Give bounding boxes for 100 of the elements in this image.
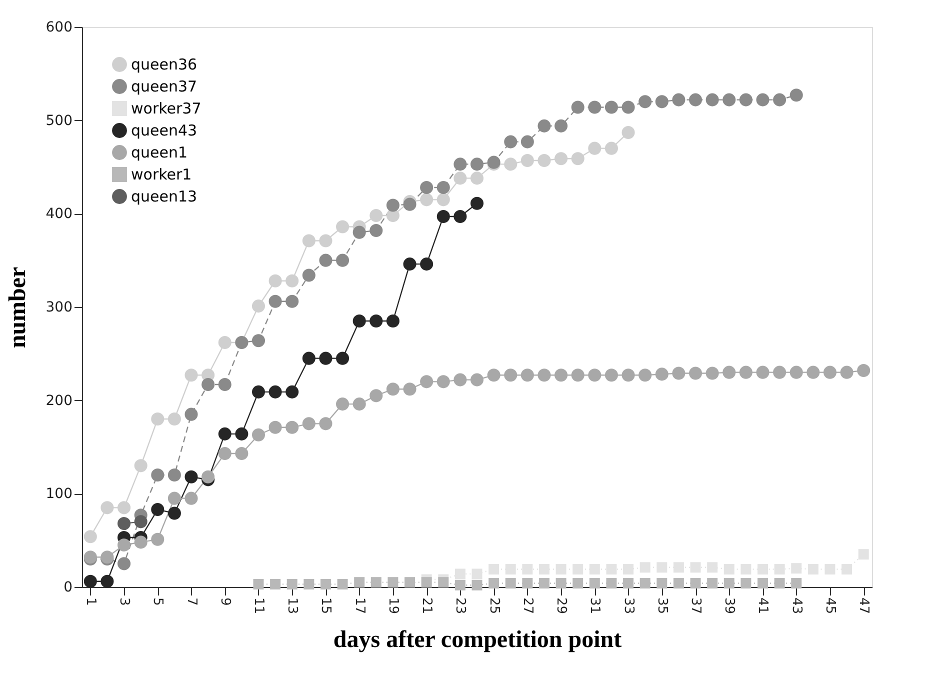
- point: [706, 93, 719, 106]
- point: [404, 577, 416, 588]
- point: [235, 427, 248, 440]
- x-tick-label: 45: [822, 598, 838, 614]
- point: [606, 578, 617, 589]
- legend-label: queen43: [131, 122, 198, 140]
- point: [688, 93, 702, 106]
- point: [672, 366, 686, 380]
- point: [758, 564, 768, 575]
- y-tick-label: 100: [46, 486, 72, 502]
- point: [403, 382, 416, 396]
- y-axis-title: number: [4, 266, 31, 348]
- point: [656, 578, 668, 589]
- point: [673, 578, 684, 589]
- point: [706, 366, 719, 380]
- point: [337, 578, 348, 590]
- point: [572, 578, 584, 589]
- x-tick-label: 25: [486, 598, 502, 614]
- point: [858, 549, 869, 560]
- point: [386, 198, 400, 212]
- point: [522, 578, 533, 589]
- point: [218, 336, 232, 349]
- point: [538, 564, 550, 575]
- point: [151, 532, 164, 546]
- point: [806, 366, 820, 379]
- point: [302, 352, 316, 365]
- point: [118, 538, 131, 552]
- point: [740, 564, 752, 575]
- x-tick-label: 47: [856, 598, 872, 614]
- point: [758, 578, 768, 589]
- point: [571, 368, 584, 382]
- point: [168, 468, 181, 482]
- point: [268, 420, 282, 434]
- point: [622, 368, 635, 382]
- point: [722, 366, 736, 379]
- x-tick-label: 9: [217, 598, 232, 606]
- point: [454, 373, 467, 386]
- point: [688, 366, 702, 380]
- point: [202, 378, 215, 391]
- point: [520, 154, 534, 167]
- point: [522, 564, 533, 575]
- x-tick-label: 21: [419, 598, 434, 614]
- point: [268, 385, 282, 398]
- point: [554, 119, 568, 132]
- point: [504, 135, 518, 148]
- point: [774, 564, 785, 575]
- point: [403, 258, 416, 271]
- point: [268, 274, 282, 288]
- point: [640, 562, 650, 573]
- point: [420, 181, 434, 194]
- point: [823, 366, 836, 379]
- point: [388, 577, 398, 588]
- point: [589, 578, 600, 589]
- point: [640, 578, 650, 589]
- point: [370, 314, 383, 328]
- point: [756, 366, 770, 379]
- point: [202, 470, 215, 484]
- point: [773, 93, 786, 106]
- point: [791, 578, 802, 589]
- point: [739, 93, 752, 106]
- point: [286, 274, 299, 288]
- y-tick-label: 300: [46, 300, 72, 316]
- point: [168, 506, 181, 520]
- point: [790, 88, 803, 102]
- x-tick-label: 15: [318, 598, 334, 614]
- x-tick-label: 5: [150, 598, 166, 606]
- point: [454, 580, 466, 590]
- point: [436, 210, 450, 223]
- point: [606, 564, 617, 575]
- point: [252, 428, 266, 442]
- point: [352, 314, 366, 328]
- point: [520, 368, 534, 382]
- x-tick-label: 3: [116, 598, 132, 606]
- point: [472, 568, 482, 580]
- point: [487, 368, 500, 382]
- point: [655, 368, 668, 381]
- point: [588, 142, 602, 155]
- point: [623, 578, 634, 589]
- point: [739, 366, 752, 379]
- point: [857, 364, 870, 377]
- point: [756, 93, 770, 106]
- point: [270, 578, 281, 590]
- point: [168, 492, 181, 505]
- x-tick-label: 17: [352, 598, 367, 614]
- x-tick-label: 37: [688, 598, 704, 614]
- point: [436, 375, 450, 388]
- x-tick-label: 19: [385, 598, 400, 614]
- point: [638, 368, 652, 382]
- x-tick-label: 31: [587, 598, 602, 614]
- point: [472, 580, 482, 590]
- point: [235, 447, 248, 460]
- x-tick-label: 1: [82, 598, 98, 606]
- legend-label: worker1: [131, 166, 192, 184]
- point: [824, 564, 836, 575]
- point: [218, 427, 232, 440]
- x-tick-label: 35: [654, 598, 670, 614]
- legend-label: worker37: [131, 100, 202, 118]
- legend-label: queen37: [131, 78, 198, 96]
- point: [538, 578, 550, 589]
- point: [774, 578, 785, 589]
